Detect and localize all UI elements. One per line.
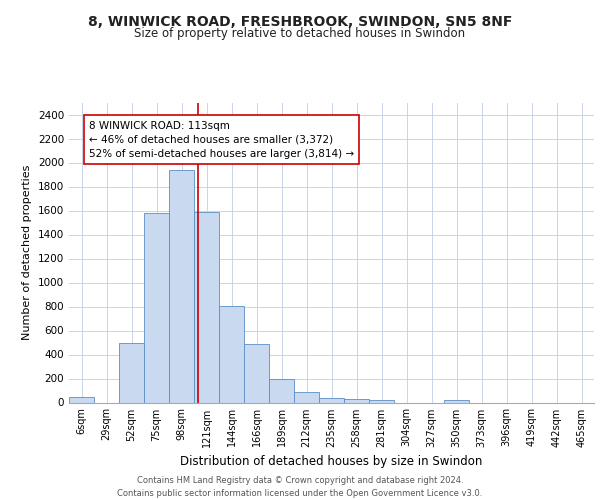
Text: Size of property relative to detached houses in Swindon: Size of property relative to detached ho… — [134, 28, 466, 40]
Bar — [219, 306, 244, 402]
Bar — [444, 400, 469, 402]
Bar — [69, 396, 94, 402]
X-axis label: Distribution of detached houses by size in Swindon: Distribution of detached houses by size … — [181, 455, 482, 468]
Bar — [169, 170, 194, 402]
Bar — [369, 400, 394, 402]
Y-axis label: Number of detached properties: Number of detached properties — [22, 165, 32, 340]
Text: Contains HM Land Registry data © Crown copyright and database right 2024.
Contai: Contains HM Land Registry data © Crown c… — [118, 476, 482, 498]
Bar — [194, 212, 219, 402]
Bar — [244, 344, 269, 402]
Bar — [144, 213, 169, 402]
Bar — [319, 398, 344, 402]
Bar — [344, 399, 369, 402]
Bar — [294, 392, 319, 402]
Bar — [269, 378, 294, 402]
Text: 8, WINWICK ROAD, FRESHBROOK, SWINDON, SN5 8NF: 8, WINWICK ROAD, FRESHBROOK, SWINDON, SN… — [88, 15, 512, 29]
Bar — [119, 342, 144, 402]
Text: 8 WINWICK ROAD: 113sqm
← 46% of detached houses are smaller (3,372)
52% of semi-: 8 WINWICK ROAD: 113sqm ← 46% of detached… — [89, 120, 354, 158]
